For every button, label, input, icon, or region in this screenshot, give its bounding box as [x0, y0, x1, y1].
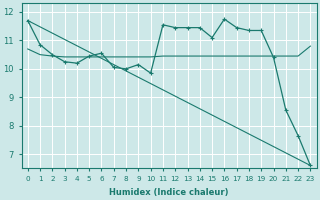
X-axis label: Humidex (Indice chaleur): Humidex (Indice chaleur)	[109, 188, 229, 197]
